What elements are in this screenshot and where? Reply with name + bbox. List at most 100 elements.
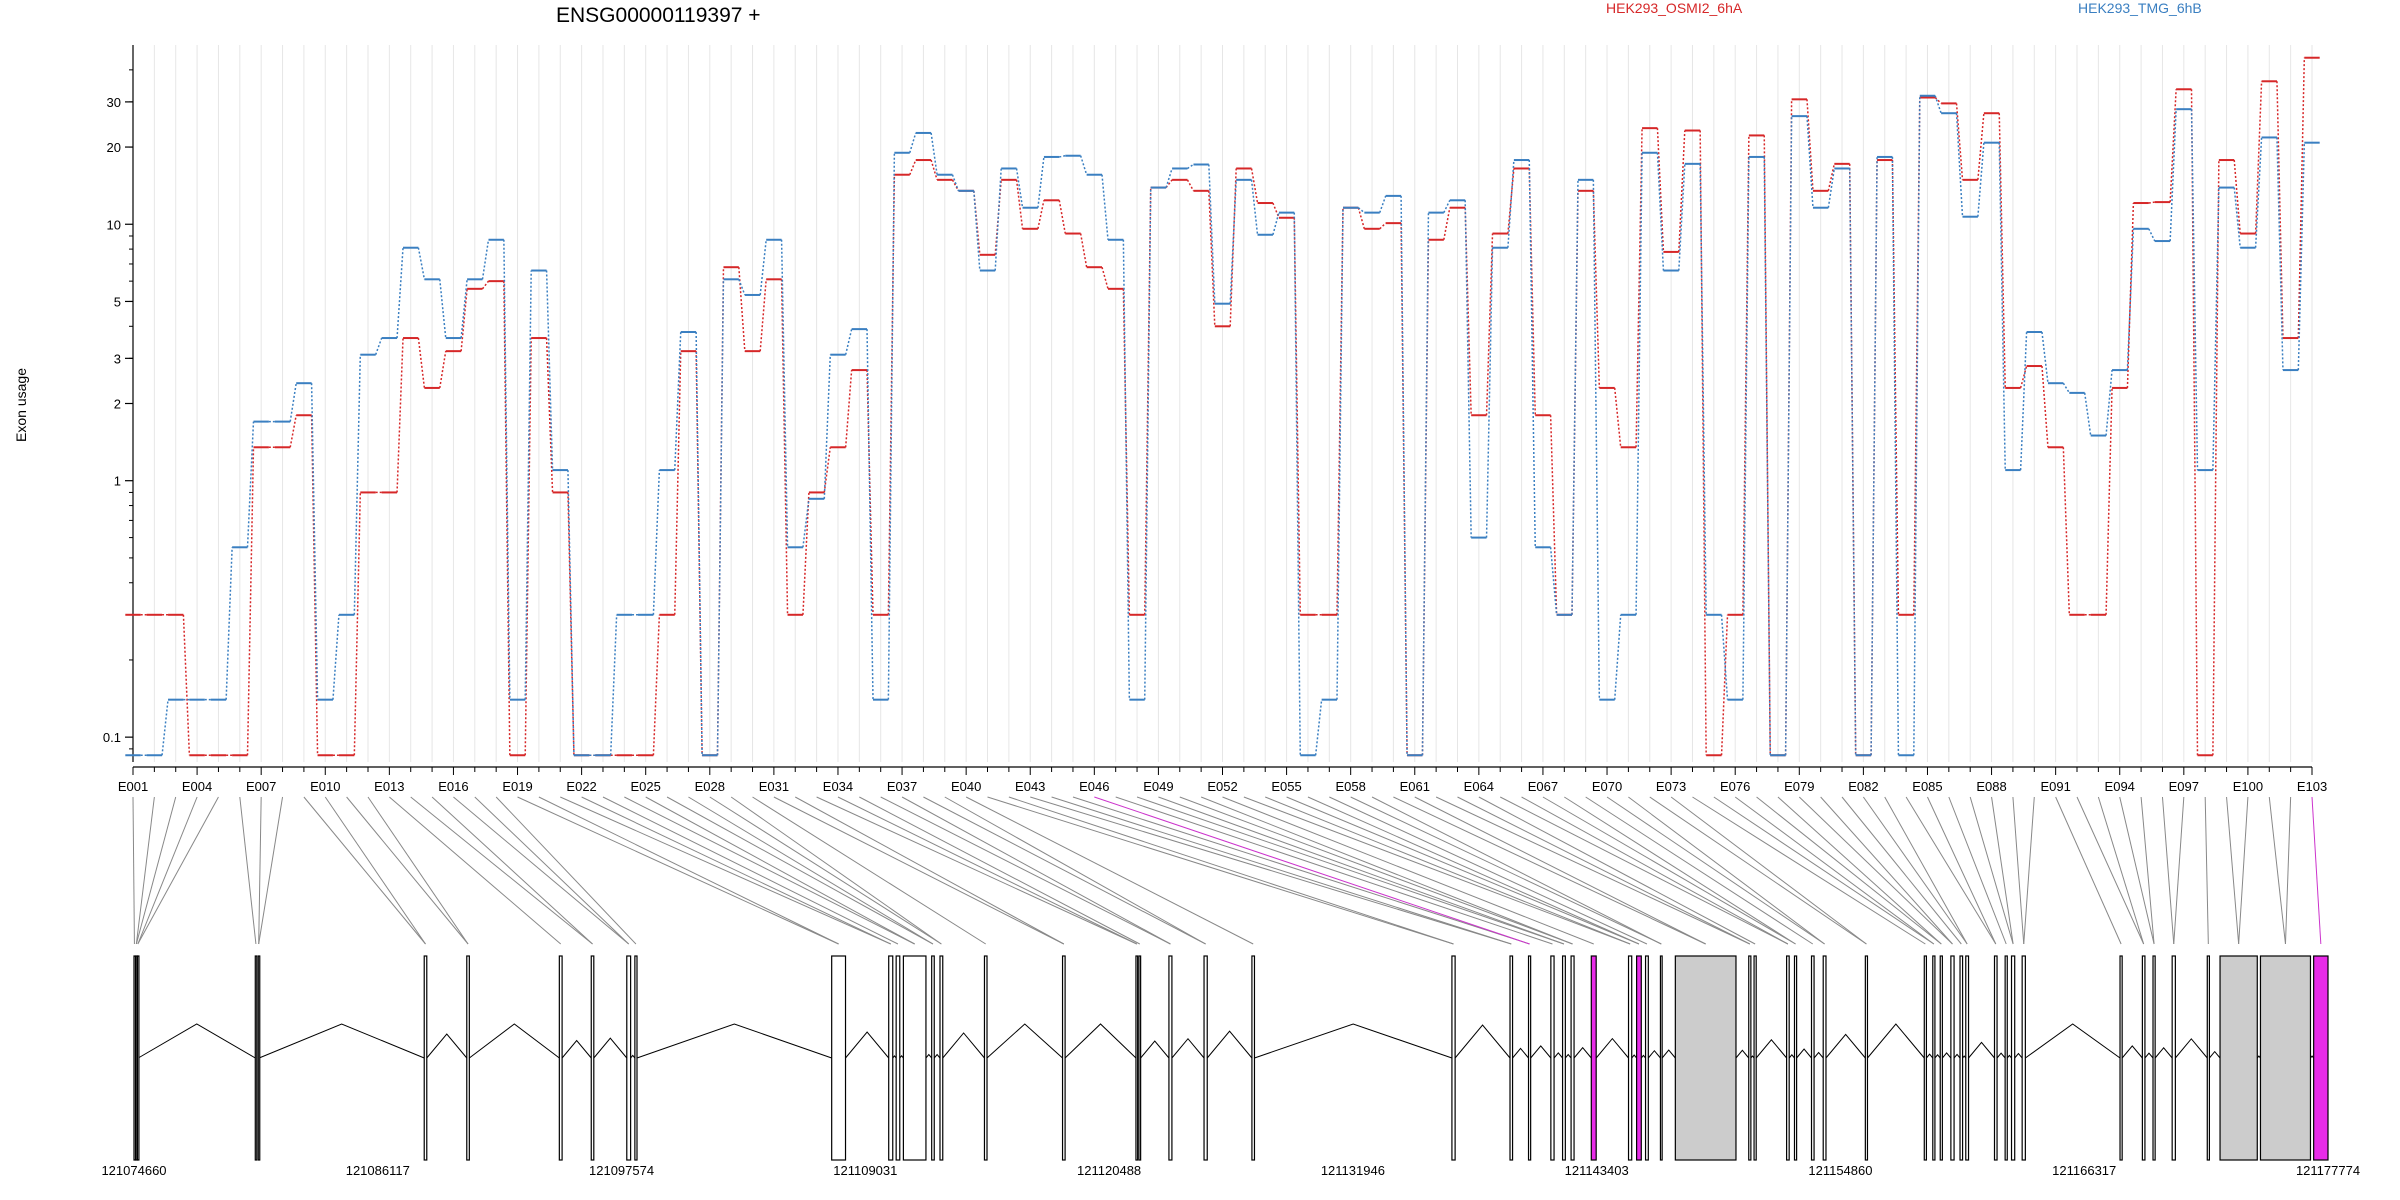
series-connector [2297,57,2306,339]
series-connector [1592,179,1601,700]
series-connector [2212,160,2220,756]
exon-connector [1094,796,1530,945]
x-tick-label: E076 [1720,779,1750,794]
x-tick-label: E016 [438,779,468,794]
exon-connector [1585,796,1814,945]
exon-box [136,955,140,1161]
exon-box [1993,955,1998,1161]
series-connector [652,614,661,756]
exon-box [983,955,988,1161]
intron [1530,1045,1552,1059]
series-connector [759,279,767,352]
series-connector [524,338,532,756]
exon-connector [1350,796,1662,945]
x-tick-label: E082 [1848,779,1878,794]
x-tick-label: E049 [1143,779,1173,794]
series-connector [481,239,490,280]
exon-connector [1329,796,1648,945]
series-connector [738,279,746,296]
series-connector [161,699,169,756]
intron [1064,1023,1137,1059]
series-connector [1143,187,1152,700]
exon-connector [453,796,630,945]
exon-connector [1243,796,1631,945]
series-connector [2041,331,2049,384]
series-connector [823,447,832,493]
x-tick-label: E034 [823,779,853,794]
series-connector [1806,116,1814,208]
exon-box [831,955,847,1161]
exon-box [558,955,563,1161]
exon-box [590,955,595,1161]
exon-connector [602,796,899,945]
exon-box [1674,955,1737,1161]
series-connector [503,239,511,700]
exon-connector [1692,796,1926,945]
exon-connector [1777,796,1942,945]
series-connector [1015,179,1024,229]
exon-box [1168,955,1173,1161]
x-tick-label: E031 [759,779,789,794]
series-connector [1165,168,1173,188]
exon-connector [816,796,1138,945]
intron [469,1023,560,1059]
series-connector [1122,239,1131,700]
intron [1512,1047,1529,1059]
exon-connector [752,796,987,945]
exon-connector [944,796,1206,945]
series-connector [481,280,490,290]
exon-connector [431,796,593,945]
series-connector [1656,128,1665,252]
series-connector [1250,179,1259,235]
exon-box [1793,955,1798,1161]
series-connector [1848,168,1857,756]
series-connector [1037,200,1045,229]
series-connector [1891,156,1900,756]
y-axis-label: Exon usage [13,368,29,442]
exon-connector [2023,796,2035,945]
exon-box [1965,955,1970,1161]
coordinate-label: 121143403 [1565,1163,1629,1178]
series-connector [1101,267,1109,290]
intron [2121,1045,2143,1059]
exon-connector [1393,796,1706,945]
intron [1254,1023,1453,1059]
coordinate-label: 121109031 [833,1163,897,1178]
series-connector [844,328,853,355]
exon-connector [258,796,262,945]
intron [2209,1050,2221,1059]
coordinate-label: 121177774 [2296,1163,2360,1178]
series-connector [332,614,340,700]
series-connector [674,351,682,615]
exon-connector [1820,796,1953,945]
exon-connector [1030,796,1512,945]
exon-connectors [132,796,2322,945]
intron [1206,1030,1253,1059]
y-tick-label: 3 [114,351,121,366]
series-connector [1464,207,1472,416]
exon-connector [2140,796,2155,945]
exon-connector [1072,796,1530,945]
series-connector [909,132,917,153]
intron [942,1032,985,1059]
coordinate-label: 121120488 [1077,1163,1141,1178]
exon-connector [2012,796,2025,945]
series-connector [2105,387,2113,615]
series-connector [1678,163,1686,271]
series-connector [1977,142,1985,217]
exon-box [902,955,927,1161]
series-connector [1464,200,1472,538]
exon-box [1590,955,1597,1161]
exon-connector [965,796,1254,945]
exon-connector [538,796,839,945]
series-connector [1400,223,1408,756]
intron [925,1053,933,1059]
x-tick-label: E037 [887,779,917,794]
series-connector [1699,163,1707,615]
chart-title: ENSG00000119397 + [556,4,761,27]
coordinate-label: 121166317 [2052,1163,2116,1178]
series-connector [1977,113,1985,180]
exon-box [634,955,638,1161]
series-tmg [125,94,2320,757]
series-connector [1037,156,1045,208]
